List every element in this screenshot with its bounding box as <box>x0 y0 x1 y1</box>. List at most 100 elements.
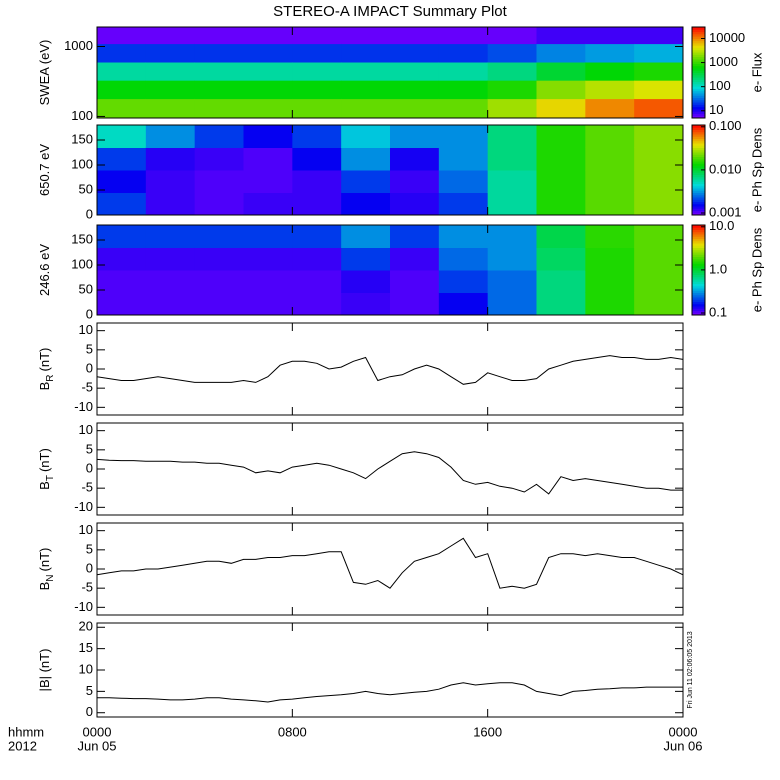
heatmap-cell <box>292 125 342 148</box>
heatmap-cell <box>438 62 489 81</box>
heatmap-cell <box>341 270 391 293</box>
colorbar-segment <box>692 172 705 175</box>
heatmap-cell <box>145 43 196 63</box>
colorbar-segment <box>692 292 705 296</box>
y-tick-label: 10 <box>79 661 93 676</box>
colorbar-segment <box>692 108 705 112</box>
colorbar-segment <box>692 252 705 255</box>
heatmap-cell <box>585 98 635 119</box>
heatmap-cell <box>390 192 440 216</box>
colorbar-segment <box>692 188 705 191</box>
heatmap-cell <box>341 43 391 63</box>
colorbar-segment <box>692 256 705 260</box>
x-tick-label: 1600 <box>473 724 502 739</box>
heatmap-cell <box>97 247 147 271</box>
colorbar-segment <box>692 208 705 211</box>
y-tick-label: 0 <box>86 360 93 375</box>
colorbar-segment <box>692 86 705 89</box>
colorbar-tick-label: 1000 <box>709 54 738 69</box>
colorbar-segment <box>692 97 705 101</box>
heatmap-cell <box>292 62 342 81</box>
y-tick-label: -10 <box>74 399 93 414</box>
heatmap-cell <box>487 27 537 45</box>
heatmap-cell <box>634 43 684 63</box>
colorbar-segment <box>692 33 705 37</box>
y-tick-label: 0 <box>86 206 93 221</box>
colorbar-segment <box>692 301 705 305</box>
heatmap-cell <box>145 98 196 119</box>
heatmap-cell <box>536 147 586 171</box>
colorbar-segment <box>692 161 705 164</box>
colorbar-segment <box>692 312 705 316</box>
colorbar-segment <box>692 58 705 62</box>
chart-title: STEREO-A IMPACT Summary Plot <box>273 3 507 20</box>
heatmap-cell <box>243 147 293 171</box>
x-tick-label: 0000 <box>83 724 112 739</box>
colorbar-segment <box>692 88 705 92</box>
heatmap-cell <box>145 80 196 100</box>
colorbar-label: e- Flux <box>749 52 764 92</box>
y-axis-label-main: |B| (nT) <box>37 649 52 692</box>
heatmap-cell <box>145 170 196 193</box>
heatmap-cell <box>634 98 684 119</box>
colorbar-segment <box>692 99 705 103</box>
heatmap-cell <box>438 98 489 119</box>
colorbar-segment <box>692 149 705 153</box>
colorbar-segment <box>692 263 705 266</box>
y-tick-label: 100 <box>71 156 93 171</box>
y-tick-label: 0 <box>86 306 93 321</box>
y-axis-label-unit: (nT) <box>37 448 52 472</box>
heatmap-cell <box>243 270 293 293</box>
heatmap-cell <box>243 125 293 148</box>
x-tick-label: 0800 <box>278 724 307 739</box>
colorbar-segment <box>692 138 705 142</box>
colorbar-segment <box>692 29 705 33</box>
heatmap-cell <box>243 98 293 119</box>
heatmap-cell <box>585 125 635 148</box>
data-line <box>96 355 684 385</box>
colorbar-segment <box>692 140 705 144</box>
heatmap-cell <box>292 43 342 63</box>
heatmap-cell <box>438 43 489 63</box>
colorbar-segment <box>692 170 705 173</box>
colorbar-segment <box>692 111 705 114</box>
y-tick-label: 1000 <box>64 38 93 53</box>
y-axis-label-main: B <box>37 382 52 391</box>
colorbar-segment <box>692 125 705 128</box>
colorbar-segment <box>692 152 705 155</box>
colorbar-segment <box>692 245 705 248</box>
heatmap-cell <box>97 98 147 119</box>
heatmap-cell <box>536 292 586 316</box>
heatmap-cell <box>536 192 586 216</box>
colorbar-tick-label: 100 <box>709 78 731 93</box>
colorbar-segment <box>692 90 705 94</box>
y-tick-label: 0 <box>86 460 93 475</box>
colorbar-segment <box>692 179 705 182</box>
heatmap-cell <box>194 43 244 63</box>
heatmap-cell <box>536 270 586 293</box>
y-tick-label: 10 <box>79 522 93 537</box>
heatmap-cell <box>487 270 537 293</box>
heatmap-cell <box>585 192 635 216</box>
colorbar-segment <box>692 40 705 44</box>
colorbar-segment <box>692 147 705 151</box>
heatmap-cell <box>438 125 489 148</box>
colorbar-tick-label: 0.001 <box>709 204 742 219</box>
x-tick-date: Jun 06 <box>663 738 702 753</box>
heatmap-cell <box>145 292 196 316</box>
colorbar-segment <box>692 36 705 39</box>
y-tick-label: -10 <box>74 499 93 514</box>
y-tick-label: 0 <box>86 704 93 719</box>
heatmap-cell <box>585 225 635 248</box>
y-tick-label: 15 <box>79 640 93 655</box>
y-axis-label: 246.6 eV <box>37 244 52 296</box>
heatmap-cell <box>243 292 293 316</box>
heatmap-cell <box>194 147 244 171</box>
y-axis-label: 650.7 eV <box>37 144 52 196</box>
heatmap-cell <box>585 170 635 193</box>
y-tick-label: 5 <box>86 683 93 698</box>
colorbar-segment <box>692 310 705 314</box>
colorbar-segment <box>692 199 705 202</box>
colorbar-segment <box>692 254 705 257</box>
heatmap-cell <box>341 98 391 119</box>
